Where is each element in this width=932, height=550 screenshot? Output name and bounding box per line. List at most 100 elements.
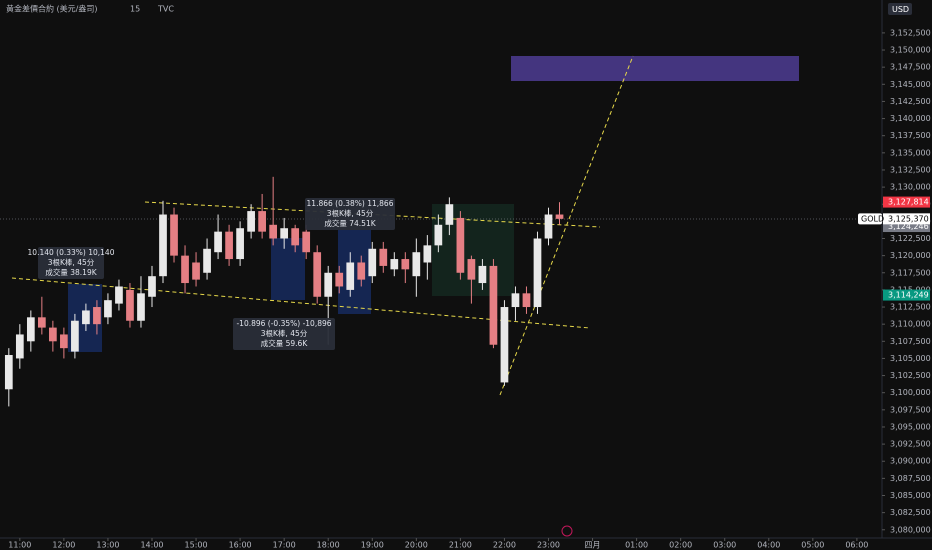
candle-body xyxy=(324,272,333,297)
candle-body xyxy=(500,307,509,383)
fib-zone xyxy=(432,204,514,296)
candle-body xyxy=(280,228,289,239)
y-tick-label: 3,097,500 xyxy=(890,405,931,414)
candle-body xyxy=(544,214,553,239)
y-tick-label: 3,145,000 xyxy=(890,80,931,89)
candle-body xyxy=(137,293,145,321)
candle-body xyxy=(170,214,178,256)
candle-body xyxy=(37,317,46,328)
candle-body xyxy=(82,310,90,325)
candle-body xyxy=(49,327,57,342)
candle-body xyxy=(269,224,278,239)
x-tick-label: 13:00 xyxy=(96,541,119,550)
chart-title: 黄金差價合約 (美元/盎司) xyxy=(6,4,97,14)
projection-line xyxy=(499,55,634,396)
y-tick-label: 3,150,000 xyxy=(890,46,931,55)
x-tick-label: 11:00 xyxy=(8,541,31,550)
annotation-text: 11.866 (0.38%) 11,866 xyxy=(307,199,394,208)
candle-body xyxy=(346,262,355,290)
x-tick-label: 03:00 xyxy=(713,541,736,550)
candle-body xyxy=(4,355,13,390)
target-zone xyxy=(511,56,799,81)
candle-body xyxy=(181,255,189,284)
candle-body xyxy=(148,276,156,297)
price-marker xyxy=(883,221,930,233)
y-tick-label: 3,102,500 xyxy=(890,371,931,380)
candle-body xyxy=(214,231,222,253)
candle-body xyxy=(335,272,344,287)
candle-body xyxy=(357,262,366,280)
y-tick-label: 3,082,500 xyxy=(890,508,931,517)
y-tick-label: 3,132,500 xyxy=(890,165,931,174)
y-tick-label: 3,152,500 xyxy=(890,28,931,37)
y-tick-label: 3,087,500 xyxy=(890,474,931,483)
y-tick-label: 3,130,000 xyxy=(890,183,931,192)
interval: 15 xyxy=(130,5,140,14)
price-marker-label: 3,124,246 xyxy=(888,222,929,231)
x-tick-label: 04:00 xyxy=(757,541,780,550)
candle-body xyxy=(60,334,68,349)
x-tick-label: 21:00 xyxy=(449,541,472,550)
symbol-box xyxy=(858,213,882,225)
y-tick-label: 3,140,000 xyxy=(890,114,931,123)
y-tick-label: 3,122,500 xyxy=(890,234,931,243)
candle-body xyxy=(445,204,454,225)
candle-body xyxy=(291,228,300,246)
candle-body xyxy=(489,265,498,345)
source: TVC xyxy=(157,5,174,14)
candle-body xyxy=(126,289,134,321)
annotation-box xyxy=(38,247,104,279)
candle-body xyxy=(159,214,167,277)
annotation-box xyxy=(233,318,335,350)
candle-body xyxy=(15,334,24,359)
candle-body xyxy=(313,252,322,297)
candle-body xyxy=(533,238,542,308)
candle-body xyxy=(401,259,410,270)
y-tick-label: 3,142,500 xyxy=(890,97,931,106)
y-tick-label: 3,107,500 xyxy=(890,337,931,346)
candle-body xyxy=(478,265,487,284)
price-marker-label: 3,114,249 xyxy=(888,291,929,300)
candle-body xyxy=(467,259,476,280)
price-marker-label: 3,127,814 xyxy=(888,198,929,207)
candle-body xyxy=(115,286,123,304)
x-tick-label: 四月 xyxy=(585,541,601,550)
candle-body xyxy=(203,248,211,273)
y-tick-label: 3,135,000 xyxy=(890,148,931,157)
y-tick-label: 3,117,500 xyxy=(890,268,931,277)
y-tick-label: 3,100,000 xyxy=(890,388,931,397)
x-tick-label: 05:00 xyxy=(801,541,824,550)
candle-body xyxy=(368,248,377,277)
y-tick-label: 3,092,500 xyxy=(890,440,931,449)
y-tick-label: 3,080,000 xyxy=(890,525,931,534)
candle-body xyxy=(258,211,266,232)
y-tick-label: 3,120,000 xyxy=(890,251,931,260)
annotation-text: 3根K棒, 45分 xyxy=(48,257,95,267)
x-tick-label: 16:00 xyxy=(229,541,252,550)
x-tick-label: 19:00 xyxy=(361,541,384,550)
currency-box xyxy=(888,3,912,15)
candle-body xyxy=(434,224,443,246)
candle-body xyxy=(225,231,233,260)
y-tick-label: 3,147,500 xyxy=(890,63,931,72)
y-tick-label: 3,110,000 xyxy=(890,320,931,329)
measure-box xyxy=(338,230,371,314)
x-tick-label: 02:00 xyxy=(669,541,692,550)
x-tick-label: 12:00 xyxy=(52,541,75,550)
x-tick-label: 14:00 xyxy=(140,541,163,550)
price-marker xyxy=(883,289,930,301)
candle-body xyxy=(390,259,399,270)
candle-body xyxy=(555,214,564,219)
price-marker xyxy=(883,196,930,208)
annotation-text: 10.140 (0.33%) 10,140 xyxy=(28,248,115,257)
annotation-box xyxy=(305,198,395,230)
candle-body xyxy=(379,248,388,266)
candle-body xyxy=(423,245,432,263)
y-tick-label: 3,112,500 xyxy=(890,303,931,312)
